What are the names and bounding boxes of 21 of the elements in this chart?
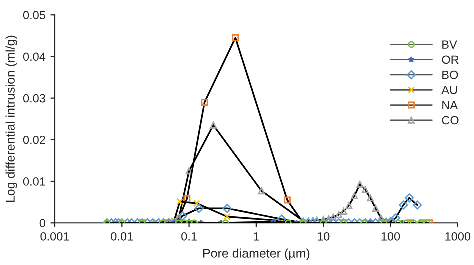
x-tick-label: 0.1 — [182, 232, 197, 241]
y-tick-label: 0.03 — [23, 94, 46, 103]
y-tick-label: 0.02 — [23, 136, 46, 144]
y-tick-label: 0 — [40, 219, 46, 228]
x-tick-label: 0.001 — [40, 232, 70, 241]
x-tick-label: 1000 — [446, 232, 471, 241]
y-tick-label: 0.01 — [23, 178, 46, 186]
x-tick-label: 0.01 — [111, 232, 134, 241]
x-tick-label: 1 — [254, 232, 260, 241]
x-tick-label: 10 — [318, 232, 330, 241]
legend-label: OR — [442, 56, 459, 64]
legend-label: BO — [442, 70, 458, 80]
y-tick-label: 0.04 — [23, 52, 46, 62]
legend-label: NA — [442, 101, 458, 110]
y-tick-label: 0.05 — [23, 11, 46, 20]
legend-label: AU — [442, 86, 458, 94]
x-tick-label: 100 — [382, 232, 400, 241]
x-axis-title: Pore diameter (µm) — [204, 248, 310, 260]
legend-label: CO — [442, 116, 459, 125]
legend-label: BV — [442, 40, 458, 49]
y-axis-title: Log differential intrusion (ml/g) — [6, 36, 18, 202]
